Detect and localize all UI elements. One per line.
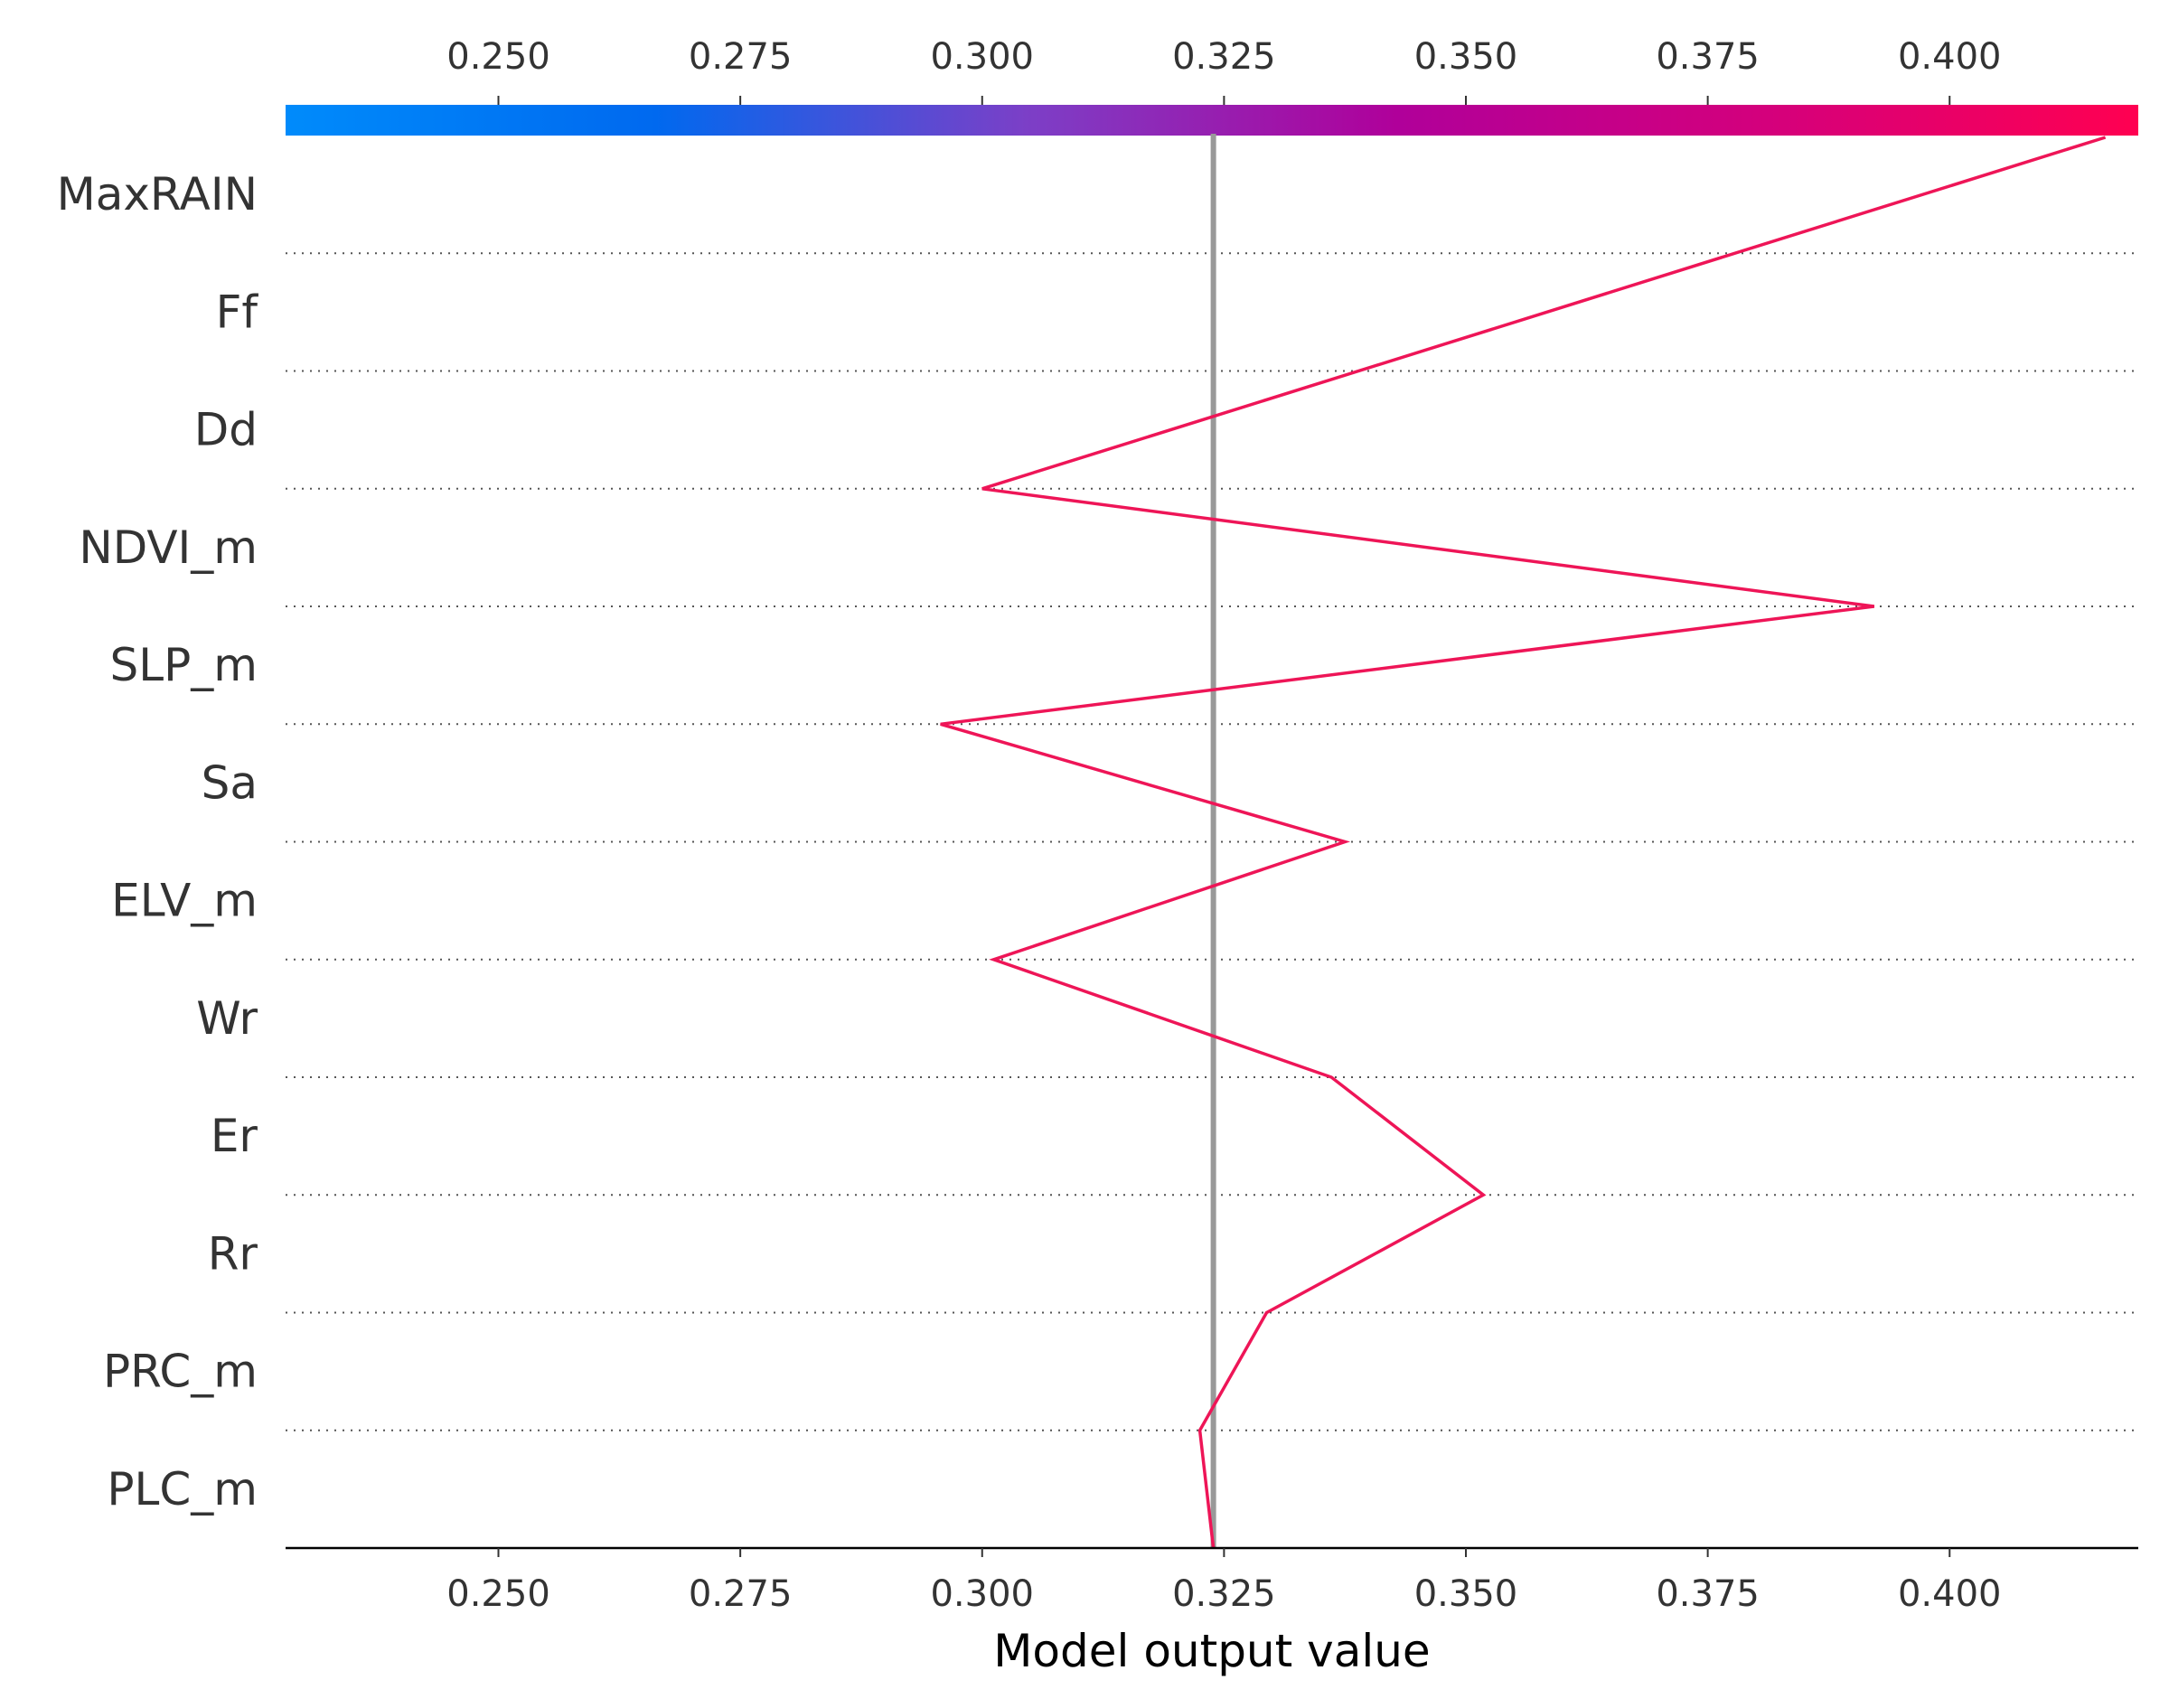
bottom-tick-label: 0.275	[689, 1573, 793, 1615]
top-tick-label: 0.400	[1898, 36, 2002, 78]
feature-label: MaxRAIN	[57, 168, 258, 221]
top-tick-label: 0.275	[689, 36, 793, 78]
x-axis-title: Model output value	[993, 1625, 1430, 1677]
top-tick-label: 0.300	[930, 36, 1034, 78]
feature-label: Rr	[208, 1227, 258, 1280]
top-tick-label: 0.325	[1172, 36, 1276, 78]
feature-label: NDVI_m	[79, 521, 258, 574]
bottom-tick-label: 0.400	[1898, 1573, 2002, 1615]
feature-label: Ff	[216, 286, 259, 338]
feature-label: PLC_m	[107, 1463, 258, 1516]
feature-label: PRC_m	[103, 1346, 258, 1398]
top-axis: 0.250 0.275 0.300 0.325 0.350 0.375 0.400	[446, 36, 2002, 105]
feature-label: Sa	[202, 756, 258, 809]
bottom-axis: 0.250 0.275 0.300 0.325 0.350 0.375 0.400	[446, 1548, 2002, 1615]
colorbar	[286, 105, 2138, 136]
feature-label: Wr	[196, 992, 258, 1045]
bottom-tick-label: 0.250	[446, 1573, 550, 1615]
feature-label: SLP_m	[110, 639, 258, 691]
top-tick-label: 0.350	[1414, 36, 1518, 78]
feature-label: Dd	[194, 404, 258, 456]
top-tick-label: 0.250	[446, 36, 550, 78]
bottom-tick-label: 0.325	[1172, 1573, 1276, 1615]
decision-path-line	[940, 136, 2107, 1549]
bottom-tick-label: 0.375	[1656, 1573, 1760, 1615]
bottom-tick-label: 0.300	[930, 1573, 1034, 1615]
feature-labels: MaxRAIN Ff Dd NDVI_m SLP_m Sa ELV_m Wr Er Rr PRC_m…	[57, 168, 259, 1516]
bottom-tick-label: 0.350	[1414, 1573, 1518, 1615]
top-tick-label: 0.375	[1656, 36, 1760, 78]
feature-label: Er	[211, 1110, 258, 1162]
feature-label: ELV_m	[111, 875, 258, 927]
